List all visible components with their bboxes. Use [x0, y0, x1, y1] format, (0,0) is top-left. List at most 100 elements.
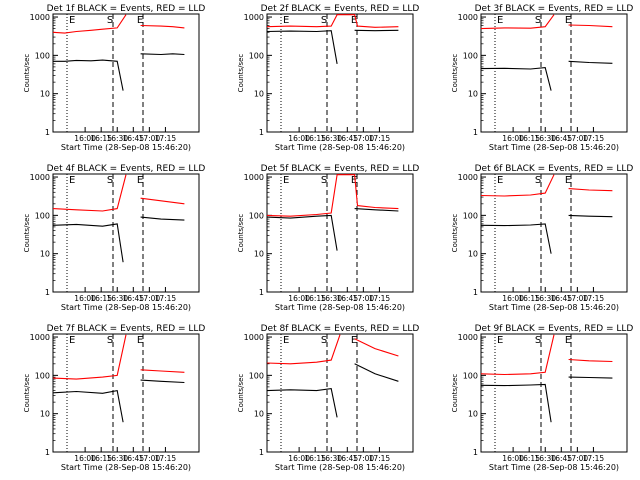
panel-2: Det 2f BLACK = Events, RED = LLD 1 10 100 10…	[237, 4, 419, 152]
y-tick-label: 1	[45, 288, 50, 297]
marker-label: S	[535, 15, 541, 26]
plot-frame	[52, 13, 200, 133]
x-tick-label: 17:15	[369, 134, 391, 143]
series-events-line	[354, 208, 399, 212]
panel-title: Det 7f BLACK = Events, RED = LLD	[47, 324, 206, 334]
x-tick-label: 17:15	[583, 134, 605, 143]
series-events-line	[140, 53, 185, 56]
marker-label: S	[321, 175, 327, 186]
x-tick-label: 16:00	[502, 134, 524, 143]
panel-title: Det 2f BLACK = Events, RED = LLD	[261, 4, 420, 14]
series-events-line	[480, 67, 552, 91]
panel-8: Det 8f BLACK = Events, RED = LLD 1 10 100 10…	[237, 324, 419, 472]
panel-3: Det 3f BLACK = Events, RED = LLD 1 10 100 10…	[451, 4, 633, 152]
marker-label: E	[351, 15, 357, 26]
x-tick-label: 17:00	[353, 134, 375, 143]
y-tick-label: 10	[254, 250, 264, 259]
y-tick-label: 10	[254, 410, 264, 419]
x-axis-label: Start Time (28-Sep-08 15:46:20)	[275, 463, 405, 472]
x-tick-label: 16:00	[74, 134, 96, 143]
marker-label: E	[351, 175, 357, 186]
series-events-line	[266, 387, 338, 418]
series-lld-line	[52, 334, 127, 380]
y-axis-label: Counts/sec	[237, 214, 245, 253]
x-tick-label: 16:15	[304, 294, 326, 303]
y-tick-label: 100	[249, 51, 264, 60]
series-events-line	[480, 383, 552, 423]
plot-frame	[266, 13, 414, 133]
x-tick-label: 17:00	[353, 294, 375, 303]
panel-title: Det 5f BLACK = Events, RED = LLD	[261, 164, 420, 174]
panel-6: Det 6f BLACK = Events, RED = LLD 1 10 100 10…	[451, 164, 633, 312]
x-axis-label: Start Time (28-Sep-08 15:46:20)	[275, 143, 405, 152]
x-tick-label: 17:15	[583, 454, 605, 463]
plot-frame	[480, 13, 628, 133]
panel-9: Det 9f BLACK = Events, RED = LLD 1 10 100 10…	[451, 324, 633, 472]
x-tick-label: 17:15	[155, 134, 177, 143]
x-tick-label: 17:00	[567, 134, 589, 143]
x-tick-label: 17:15	[155, 454, 177, 463]
series-lld-line	[568, 188, 613, 192]
y-axis-label: Counts/sec	[451, 214, 459, 253]
marker-label: E	[137, 175, 143, 186]
y-tick-label: 1	[259, 128, 264, 137]
series-lld-line	[354, 338, 399, 357]
marker-label: E	[565, 15, 571, 26]
x-tick-label: 16:30	[320, 454, 342, 463]
x-tick-label: 16:30	[534, 134, 556, 143]
y-tick-label: 1	[259, 448, 264, 457]
x-tick-label: 16:45	[122, 294, 144, 303]
x-tick-label: 17:00	[567, 454, 589, 463]
x-tick-label: 16:00	[288, 134, 310, 143]
x-axis-label: Start Time (28-Sep-08 15:46:20)	[275, 303, 405, 312]
series-events-line	[266, 30, 338, 64]
series-lld-line	[568, 24, 613, 28]
x-tick-label: 17:00	[139, 454, 161, 463]
plot-frame	[52, 173, 200, 293]
series-lld-line	[480, 174, 555, 197]
series-events-line	[140, 379, 185, 384]
plot-frame	[480, 333, 628, 453]
x-tick-label: 17:15	[155, 294, 177, 303]
y-tick-label: 100	[249, 371, 264, 380]
series-lld-line	[266, 334, 341, 365]
series-lld-line	[480, 14, 555, 30]
panel-title: Det 8f BLACK = Events, RED = LLD	[261, 324, 420, 334]
series-events-line	[140, 216, 185, 221]
marker-label: S	[107, 335, 113, 346]
y-tick-label: 10	[468, 90, 478, 99]
plot-frame	[266, 333, 414, 453]
panel-title: Det 4f BLACK = Events, RED = LLD	[47, 164, 206, 174]
y-tick-label: 100	[249, 211, 264, 220]
panel-4: Det 4f BLACK = Events, RED = LLD 1 10 100 10…	[23, 164, 205, 312]
marker-label: S	[535, 175, 541, 186]
series-lld-line	[52, 14, 127, 34]
x-tick-label: 16:45	[550, 454, 572, 463]
y-tick-label: 100	[35, 371, 50, 380]
series-events-line	[568, 60, 613, 64]
y-tick-label: 100	[463, 211, 478, 220]
y-tick-label: 1000	[244, 13, 264, 22]
series-lld-line	[140, 197, 185, 205]
plot-frame	[480, 173, 628, 293]
marker-label: S	[107, 175, 113, 186]
panel-7: Det 7f BLACK = Events, RED = LLD 1 10 100 10…	[23, 324, 205, 472]
panel-title: Det 6f BLACK = Events, RED = LLD	[475, 164, 634, 174]
x-tick-label: 16:30	[106, 294, 128, 303]
x-tick-label: 16:00	[502, 454, 524, 463]
series-events-line	[53, 59, 124, 91]
x-axis-label: Start Time (28-Sep-08 15:46:20)	[61, 143, 191, 152]
x-tick-label: 17:00	[139, 294, 161, 303]
marker-label: S	[321, 335, 327, 346]
series-lld-line	[568, 358, 613, 363]
y-axis-label: Counts/sec	[237, 374, 245, 413]
y-tick-label: 10	[254, 90, 264, 99]
x-tick-label: 16:45	[336, 134, 358, 143]
x-tick-label: 17:15	[369, 454, 391, 463]
y-tick-label: 1	[259, 288, 264, 297]
y-tick-label: 1000	[458, 13, 478, 22]
y-tick-label: 100	[463, 51, 478, 60]
y-tick-label: 10	[40, 410, 50, 419]
x-tick-label: 16:00	[74, 294, 96, 303]
